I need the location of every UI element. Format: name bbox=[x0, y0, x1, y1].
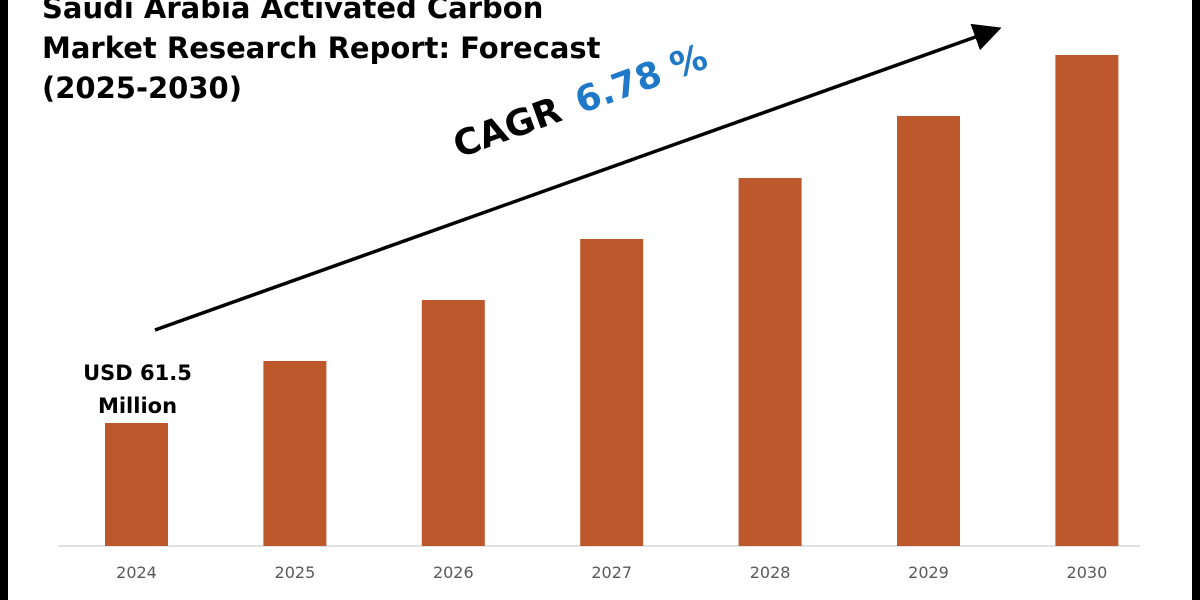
first-bar-value-label: USD 61.5 Million bbox=[83, 361, 192, 418]
right-border bbox=[1192, 0, 1200, 600]
chart-title: Saudi Arabia Activated Carbon Market Res… bbox=[42, 0, 601, 105]
growth-arrow bbox=[154, 23, 1002, 332]
x-tick-label: 2027 bbox=[591, 563, 632, 582]
x-tick-label: 2030 bbox=[1067, 563, 1108, 582]
bar-2026 bbox=[421, 300, 485, 546]
bar-2028 bbox=[738, 178, 802, 546]
bar-2030 bbox=[1055, 55, 1119, 546]
x-tick-label: 2025 bbox=[275, 563, 316, 582]
x-tick-label: 2028 bbox=[750, 563, 791, 582]
bar-2027 bbox=[580, 239, 644, 546]
bar-2025 bbox=[263, 361, 327, 546]
left-border bbox=[0, 0, 8, 600]
x-tick-label: 2026 bbox=[433, 563, 474, 582]
bar-2024 bbox=[105, 423, 168, 546]
x-tick-label: 2029 bbox=[908, 563, 949, 582]
x-tick-label: 2024 bbox=[116, 563, 157, 582]
bar-2029 bbox=[897, 116, 960, 546]
